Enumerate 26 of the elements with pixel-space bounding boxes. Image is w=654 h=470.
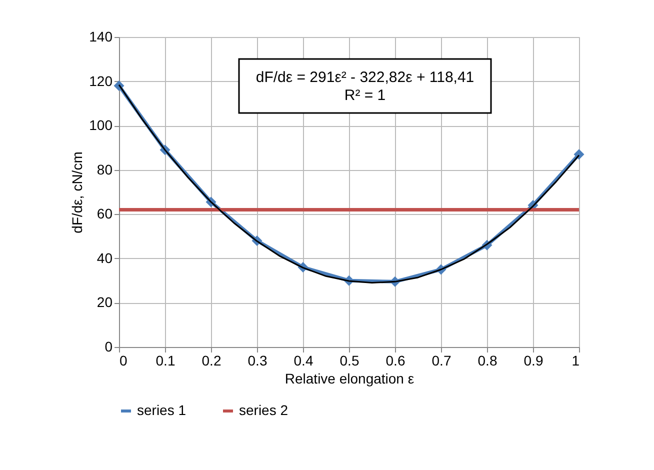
x-tick-label: 0: [120, 352, 128, 368]
x-tick-label: 0.3: [248, 352, 268, 368]
y-tick-label: 60: [96, 206, 113, 222]
y-tick-label: 100: [89, 117, 113, 134]
x-tick-label: 0.4: [294, 352, 314, 368]
x-tick-label: 0.1: [156, 352, 176, 368]
x-tick-label: 0.8: [478, 352, 498, 368]
x-tick-label: 0.5: [340, 352, 360, 368]
point: [574, 149, 584, 160]
y-tick-label: 120: [89, 72, 113, 89]
y-axis-title: dF/dε, cN/cm: [69, 152, 86, 234]
x-tick-label: 1: [572, 352, 580, 368]
legend-label: series 2: [239, 402, 288, 418]
annotation: dF/dε = 291ε² - 322,82ε + 118,41: [256, 69, 474, 86]
annotation: R² = 1: [344, 87, 386, 104]
y-tick-label: 20: [96, 294, 113, 310]
legend-label: series 1: [137, 402, 186, 418]
x-tick-label: 0.7: [432, 352, 452, 368]
y-tick-label: 40: [96, 250, 113, 266]
x-axis-title: Relative elongation ε: [284, 370, 414, 386]
y-tick-label: 0: [104, 338, 113, 354]
x-tick-label: 0.2: [202, 352, 222, 368]
y-tick-label: 80: [96, 161, 113, 178]
y-tick-label: 140: [89, 28, 113, 44]
x-tick-label: 0.6: [386, 352, 406, 368]
x-tick-label: 0.9: [524, 352, 544, 368]
